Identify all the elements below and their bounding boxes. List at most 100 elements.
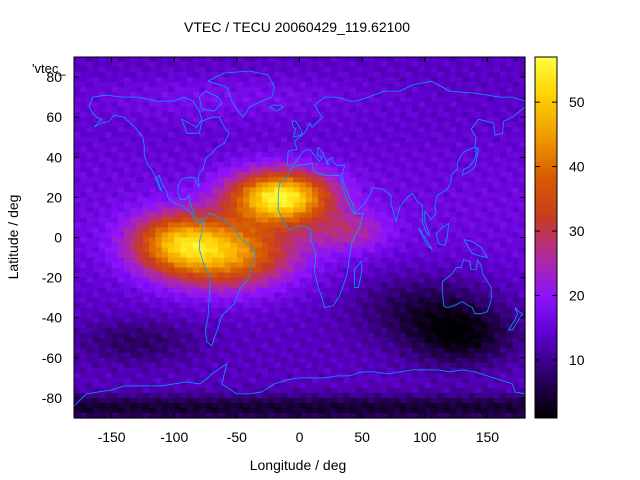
heatmap-cell	[286, 392, 294, 399]
heatmap-cell	[230, 287, 238, 294]
heatmap-cell	[205, 262, 213, 269]
heatmap-cell	[393, 287, 401, 294]
heatmap-cell	[368, 182, 376, 188]
heatmap-cell	[193, 267, 200, 274]
heatmap-cell	[286, 172, 294, 178]
heatmap-cell	[330, 157, 338, 163]
heatmap-cell	[261, 407, 269, 414]
heatmap-cell	[136, 367, 144, 374]
heatmap-cell	[199, 77, 207, 83]
heatmap-cell	[337, 272, 344, 279]
heatmap-cell	[431, 162, 438, 168]
heatmap-cell	[456, 87, 463, 93]
heatmap-cell	[155, 207, 163, 214]
heatmap-cell	[211, 132, 219, 138]
heatmap-cell	[255, 127, 263, 133]
heatmap-cell	[268, 377, 276, 384]
heatmap-cell	[431, 147, 438, 153]
heatmap-cell	[80, 412, 88, 419]
heatmap-cell	[167, 387, 175, 394]
heatmap-cell	[424, 132, 432, 138]
heatmap-cell	[405, 97, 413, 103]
heatmap-cell	[506, 177, 514, 183]
heatmap-cell	[305, 307, 313, 314]
heatmap-cell	[199, 217, 207, 224]
heatmap-cell	[462, 317, 470, 324]
heatmap-cell	[249, 347, 257, 354]
heatmap-cell	[456, 337, 463, 344]
heatmap-cell	[86, 332, 94, 339]
heatmap-cell	[493, 377, 501, 384]
heatmap-cell	[318, 237, 326, 244]
heatmap-cell	[243, 67, 250, 73]
heatmap-cell	[487, 62, 495, 68]
heatmap-cell	[299, 127, 307, 133]
heatmap-cell	[487, 362, 495, 369]
heatmap-cell	[268, 242, 276, 249]
heatmap-cell	[443, 347, 451, 354]
heatmap-cell	[456, 212, 463, 219]
heatmap-cell	[418, 252, 426, 259]
heatmap-cell	[105, 272, 113, 279]
heatmap-cell	[437, 227, 445, 234]
heatmap-cell	[362, 192, 369, 198]
heatmap-cell	[468, 67, 476, 73]
heatmap-cell	[343, 262, 351, 269]
heatmap-cell	[456, 237, 463, 244]
heatmap-cell	[286, 252, 294, 259]
heatmap-cell	[80, 197, 88, 203]
heatmap-cell	[249, 132, 257, 138]
heatmap-cell	[142, 102, 150, 108]
heatmap-cell	[111, 142, 119, 148]
heatmap-cell	[174, 367, 182, 374]
heatmap-cell	[318, 177, 326, 183]
heatmap-cell	[255, 292, 263, 299]
heatmap-cell	[318, 242, 326, 249]
heatmap-cell	[443, 97, 451, 103]
heatmap-cell	[199, 117, 207, 123]
heatmap-cell	[330, 272, 338, 279]
heatmap-cell	[180, 382, 188, 389]
heatmap-cell	[130, 352, 138, 359]
heatmap-cell	[312, 277, 319, 284]
heatmap-cell	[368, 322, 376, 329]
heatmap-cell	[468, 87, 476, 93]
heatmap-cell	[330, 252, 338, 259]
heatmap-cell	[362, 257, 369, 264]
heatmap-cell	[324, 107, 332, 113]
heatmap-cell	[286, 337, 294, 344]
heatmap-cell	[499, 97, 507, 103]
heatmap-cell	[186, 342, 194, 349]
heatmap-cell	[462, 312, 470, 319]
heatmap-cell	[174, 317, 182, 324]
heatmap-cell	[424, 342, 432, 349]
heatmap-cell	[481, 372, 489, 379]
heatmap-cell	[142, 332, 150, 339]
heatmap-cell	[193, 87, 200, 93]
heatmap-cell	[130, 87, 138, 93]
heatmap-cell	[124, 342, 131, 349]
heatmap-cell	[324, 247, 332, 254]
heatmap-cell	[155, 307, 163, 314]
heatmap-cell	[468, 412, 476, 419]
heatmap-cell	[405, 342, 413, 349]
heatmap-cell	[324, 242, 332, 249]
heatmap-cell	[199, 357, 207, 364]
heatmap-cell	[418, 282, 426, 289]
heatmap-cell	[161, 352, 169, 359]
heatmap-cell	[424, 277, 432, 284]
heatmap-cell	[211, 237, 219, 244]
heatmap-cell	[418, 362, 426, 369]
heatmap-cell	[449, 87, 457, 93]
heatmap-cell	[105, 277, 113, 284]
heatmap-cell	[443, 317, 451, 324]
heatmap-cell	[167, 177, 175, 183]
heatmap-cell	[205, 332, 213, 339]
heatmap-cell	[330, 342, 338, 349]
heatmap-cell	[456, 202, 463, 209]
heatmap-cell	[374, 97, 382, 103]
heatmap-cell	[142, 247, 150, 254]
heatmap-cell	[86, 307, 94, 314]
heatmap-cell	[330, 367, 338, 374]
heatmap-cell	[374, 247, 382, 254]
